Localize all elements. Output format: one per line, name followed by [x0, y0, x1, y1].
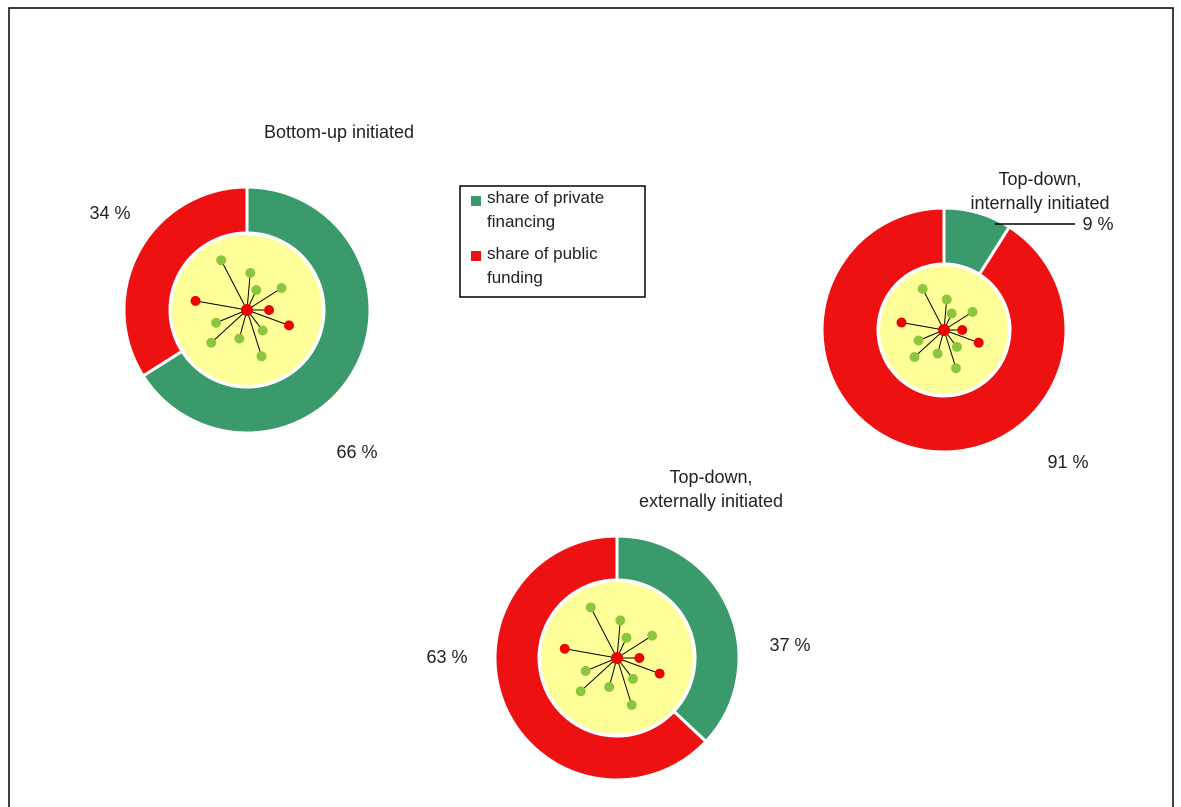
network-node: [621, 632, 632, 643]
network-node: [245, 267, 256, 278]
network-node: [276, 283, 287, 294]
network-edge: [564, 648, 618, 659]
network-node: [917, 283, 928, 294]
network-node: [211, 317, 222, 328]
network-node: [946, 308, 957, 319]
legend-swatch: [471, 251, 481, 261]
network-node: [575, 686, 586, 697]
network-node: [264, 305, 275, 315]
network-node: [615, 615, 626, 626]
network-node: [580, 665, 591, 676]
network-edge: [616, 635, 653, 659]
network-node: [585, 602, 596, 613]
value-label: 63 %: [426, 647, 468, 667]
network-edge: [616, 657, 633, 706]
network-node: [913, 335, 924, 346]
network-node: [284, 320, 295, 331]
network-edge: [901, 321, 945, 331]
network-edge: [590, 607, 618, 659]
network-node: [257, 325, 268, 336]
network-node: [251, 285, 262, 296]
frame: [8, 7, 1174, 807]
donut-slice: share of private financing: [141, 185, 372, 435]
legend-label: share of private financing: [487, 188, 605, 231]
donut-slice: share of public funding: [122, 185, 249, 378]
chart-title: Top-down, externally initiated: [638, 467, 784, 511]
network-edge: [220, 260, 248, 311]
value-label: 37 %: [769, 635, 811, 655]
network-edge: [246, 272, 251, 311]
network-edge: [210, 309, 248, 344]
legend-label: share of public funding: [487, 244, 598, 287]
value-label: 34 %: [89, 203, 131, 223]
network-edge: [616, 657, 660, 675]
legend-swatch: [471, 196, 481, 206]
donut-slice: share of public funding: [820, 206, 1068, 454]
network-node: [950, 363, 961, 374]
network-node: [938, 324, 950, 336]
network-edge: [943, 329, 979, 344]
network-node: [896, 317, 907, 328]
network-node: [626, 700, 637, 711]
network-node: [951, 341, 962, 352]
network-node: [234, 333, 245, 344]
network-edge: [914, 329, 945, 358]
network-edge: [195, 300, 248, 311]
donut-slice: share of public funding: [493, 534, 709, 782]
value-label: 91 %: [1047, 452, 1089, 472]
network-node: [216, 255, 227, 266]
chart-title: Bottom-up initiated: [263, 122, 415, 142]
network-node: [909, 352, 920, 363]
network-node: [932, 348, 943, 359]
network-node: [206, 337, 217, 348]
network-edge: [580, 657, 618, 692]
network-node: [627, 673, 638, 684]
network-node: [941, 294, 952, 305]
donut-slice: share of private financing: [615, 534, 741, 744]
network-node: [559, 643, 570, 654]
legend-box: [459, 185, 646, 298]
network-node: [957, 325, 968, 335]
network-edge: [246, 309, 290, 326]
network-edge: [246, 287, 282, 311]
network-edge: [922, 288, 945, 331]
network-edge: [616, 620, 621, 659]
network-node: [973, 337, 984, 348]
value-label: 66 %: [336, 442, 378, 462]
network-node: [654, 668, 665, 679]
value-label: 9 %: [1082, 214, 1114, 234]
network-node: [604, 682, 615, 693]
chart-title: Top-down, internally initiated: [970, 169, 1110, 213]
network-node: [256, 351, 267, 362]
network-node: [190, 295, 201, 306]
network-node: [967, 306, 978, 317]
network-node: [241, 304, 253, 316]
network-edge: [246, 309, 262, 357]
network-node: [647, 630, 658, 641]
network-edge: [943, 329, 957, 369]
network-node: [634, 653, 645, 663]
network-node: [611, 652, 623, 664]
